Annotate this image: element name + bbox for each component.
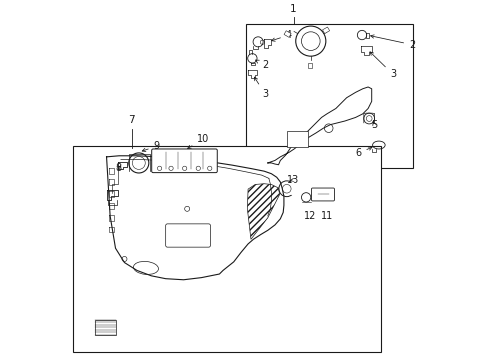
Bar [284,31,290,37]
Text: 2: 2 [370,35,414,50]
Bar [246,24,412,168]
Text: 5: 5 [370,120,377,130]
Text: 8: 8 [115,163,121,172]
Text: 4: 4 [271,30,291,41]
FancyBboxPatch shape [311,188,334,201]
Text: 3: 3 [254,77,268,99]
FancyBboxPatch shape [151,149,217,173]
Bar [307,63,311,68]
Text: 12: 12 [303,211,315,221]
Bar [95,320,116,335]
FancyBboxPatch shape [165,224,210,247]
Text: 3: 3 [369,52,395,80]
Text: 6: 6 [355,147,371,158]
Text: 10: 10 [187,134,209,149]
Text: 13: 13 [286,175,298,185]
Text: 9: 9 [142,141,160,152]
Bar [322,27,329,33]
Text: 2: 2 [255,60,268,71]
Text: 1: 1 [290,4,296,14]
Bar [286,131,307,147]
Text: 7: 7 [128,115,135,125]
Bar [72,146,380,352]
Text: 11: 11 [320,211,332,221]
